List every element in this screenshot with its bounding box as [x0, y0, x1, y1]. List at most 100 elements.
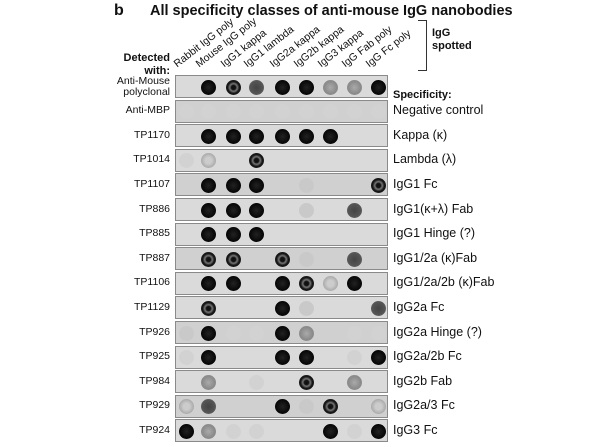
dot-spot	[322, 104, 338, 120]
specificity-label: IgG1/2a (κ)Fab	[393, 250, 478, 265]
dot-spot	[200, 153, 216, 169]
dot-spot	[298, 374, 314, 390]
dot-spot	[200, 350, 216, 366]
specificity-label: Kappa (κ)	[393, 127, 448, 142]
row-label: TP1106	[134, 276, 170, 289]
specificity-label: IgG2a/2b Fc	[393, 349, 462, 364]
blot-strip	[175, 75, 388, 98]
dot-spot	[178, 153, 194, 169]
dot-spot	[274, 399, 290, 415]
blot-strip	[175, 198, 388, 221]
igg-spotted-label: IgG spotted	[432, 27, 472, 52]
dot-spot	[298, 325, 314, 341]
specificity-label: Lambda (λ)	[393, 152, 457, 167]
dot-spot	[298, 177, 314, 193]
blot-strip	[175, 394, 388, 418]
dot-spot	[200, 276, 216, 292]
blot-strip	[175, 222, 388, 246]
dot-spot	[274, 325, 290, 341]
dot-spot	[225, 79, 241, 95]
dot-spot	[346, 276, 362, 292]
dot-spot	[225, 128, 241, 144]
detected-with-label: Detected with:	[123, 52, 170, 77]
blot-strip	[175, 173, 388, 197]
dot-spot	[225, 202, 241, 218]
row-label: TP886	[139, 202, 170, 215]
row-label: TP1170	[134, 128, 170, 141]
specificity-label: Negative control	[393, 103, 484, 118]
dot-spot	[274, 350, 290, 366]
dot-spot	[200, 79, 216, 95]
dot-spot	[200, 177, 216, 193]
dot-spot	[248, 202, 264, 218]
specificity-header: Specificity:	[393, 89, 452, 101]
dot-spot	[322, 399, 338, 415]
dot-spot	[178, 423, 194, 439]
blot-strip	[175, 99, 388, 123]
dot-spot	[248, 128, 264, 144]
dot-spot	[200, 423, 216, 439]
dot-spot	[248, 325, 264, 341]
dot-spot	[248, 423, 264, 439]
dot-spot	[370, 399, 386, 415]
specificity-label: IgG1/2a/2b (κ)Fab	[393, 275, 495, 290]
blot-strip	[175, 419, 388, 443]
dot-spot	[298, 128, 314, 144]
dot-spot	[346, 202, 362, 218]
specificity-label: IgG2a/3 Fc	[393, 398, 455, 413]
dot-spot	[346, 79, 362, 95]
dot-spot	[346, 251, 362, 267]
dot-spot	[225, 177, 241, 193]
specificity-label: IgG1(κ+λ) Fab	[393, 201, 474, 216]
dot-spot	[322, 423, 338, 439]
igg-spotted-bracket	[418, 20, 427, 71]
row-label: TP929	[139, 399, 170, 412]
dot-spot	[248, 177, 264, 193]
dot-spot	[178, 325, 194, 341]
blot-strip	[175, 321, 388, 344]
dot-spot	[225, 423, 241, 439]
dot-spot	[225, 276, 241, 292]
dot-spot	[298, 399, 314, 415]
row-label: Anti-MBP	[125, 104, 170, 117]
specificity-label: IgG2a Fc	[393, 299, 445, 314]
dot-spot	[298, 202, 314, 218]
blot-strip	[175, 296, 388, 320]
dot-spot	[370, 300, 386, 316]
dot-spot	[225, 325, 241, 341]
row-label: TP1014	[133, 153, 170, 166]
dot-spot	[178, 399, 194, 415]
dot-spot	[370, 79, 386, 95]
blot-strip	[175, 271, 388, 295]
dot-spot	[346, 423, 362, 439]
row-label: Anti-Mouse polyclonal	[116, 74, 170, 98]
dot-spot	[346, 104, 362, 120]
panel-letter: b	[114, 2, 124, 19]
dot-spot	[200, 128, 216, 144]
row-label: TP1107	[134, 177, 170, 190]
dot-spot	[178, 104, 194, 120]
dot-spot	[178, 350, 194, 366]
dot-spot	[200, 399, 216, 415]
dot-spot	[370, 177, 386, 193]
blot-strip	[175, 247, 388, 271]
figure-title: All specificity classes of anti-mouse Ig…	[150, 3, 513, 19]
dot-spot	[248, 104, 264, 120]
dot-spot	[200, 374, 216, 390]
dot-spot	[370, 325, 386, 341]
dot-spot	[225, 227, 241, 243]
dot-spot	[370, 350, 386, 366]
dot-spot	[200, 300, 216, 316]
dot-spot	[298, 276, 314, 292]
dot-spot	[200, 227, 216, 243]
dot-spot	[274, 251, 290, 267]
dot-spot	[274, 276, 290, 292]
blot-strip	[175, 148, 388, 172]
row-label: TP887	[139, 251, 170, 264]
specificity-label: IgG1 Fc	[393, 176, 438, 191]
dot-spot	[248, 227, 264, 243]
blot-strip	[175, 370, 388, 394]
specificity-label: IgG2b Fab	[393, 373, 453, 388]
dot-spot	[322, 79, 338, 95]
dot-spot	[225, 104, 241, 120]
